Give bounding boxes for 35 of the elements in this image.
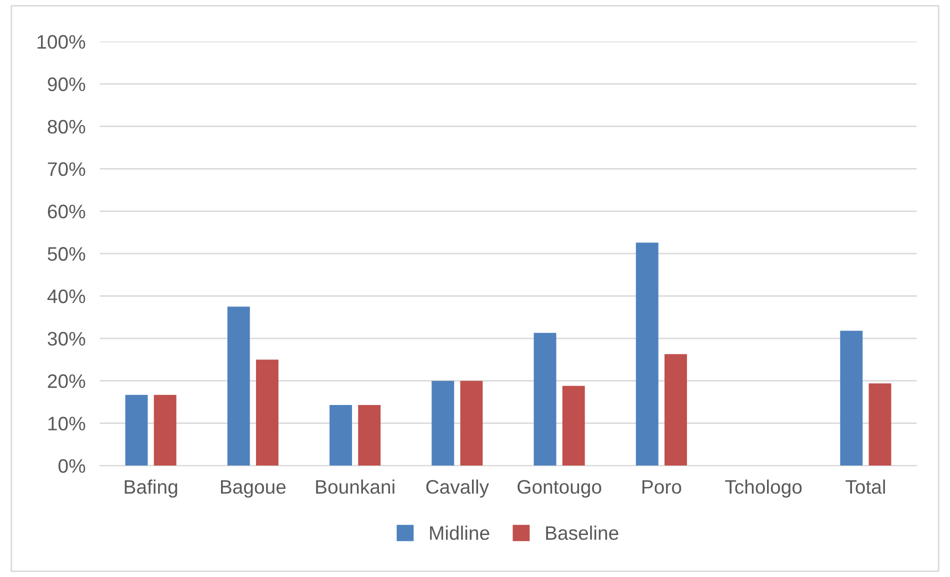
bar [358, 404, 381, 466]
x-tick-label: Bafing [124, 480, 178, 498]
x-tick-label: Bagoue [221, 480, 286, 498]
bar [840, 330, 863, 466]
bar [256, 360, 278, 466]
bar [154, 394, 176, 466]
x-tick-label: Bounkani [316, 480, 394, 494]
y-tick-label: 20% [48, 374, 86, 388]
y-tick-label: 50% [48, 247, 86, 261]
y-tick-label: 10% [48, 416, 86, 430]
legend-label: Baseline [546, 526, 618, 540]
y-tick-label: 70% [48, 162, 86, 176]
x-tick-label: Gontougo [518, 480, 602, 498]
y-tick-label: 90% [48, 77, 86, 92]
x-tick-label: Tchologo [725, 480, 802, 498]
y-tick-label: 60% [48, 204, 86, 218]
bar [227, 306, 250, 466]
bar [664, 354, 687, 466]
y-tick-label: 30% [48, 332, 86, 346]
x-tick-label: Total [846, 480, 885, 494]
bar [125, 394, 148, 466]
x-tick-label: Cavally [426, 480, 490, 498]
x-tick-label: Poro [642, 480, 682, 494]
legend-label: Midline [430, 526, 490, 540]
bar [534, 332, 556, 466]
bar [636, 242, 658, 466]
y-tick-label: 80% [48, 120, 86, 134]
y-tick-label: 100% [38, 35, 86, 49]
y-tick-label: 40% [47, 289, 86, 304]
bar [460, 380, 483, 466]
bar [330, 404, 352, 466]
y-tick-label: 0% [58, 459, 86, 473]
bar [868, 383, 892, 466]
bar [432, 380, 454, 466]
bar [562, 386, 585, 466]
